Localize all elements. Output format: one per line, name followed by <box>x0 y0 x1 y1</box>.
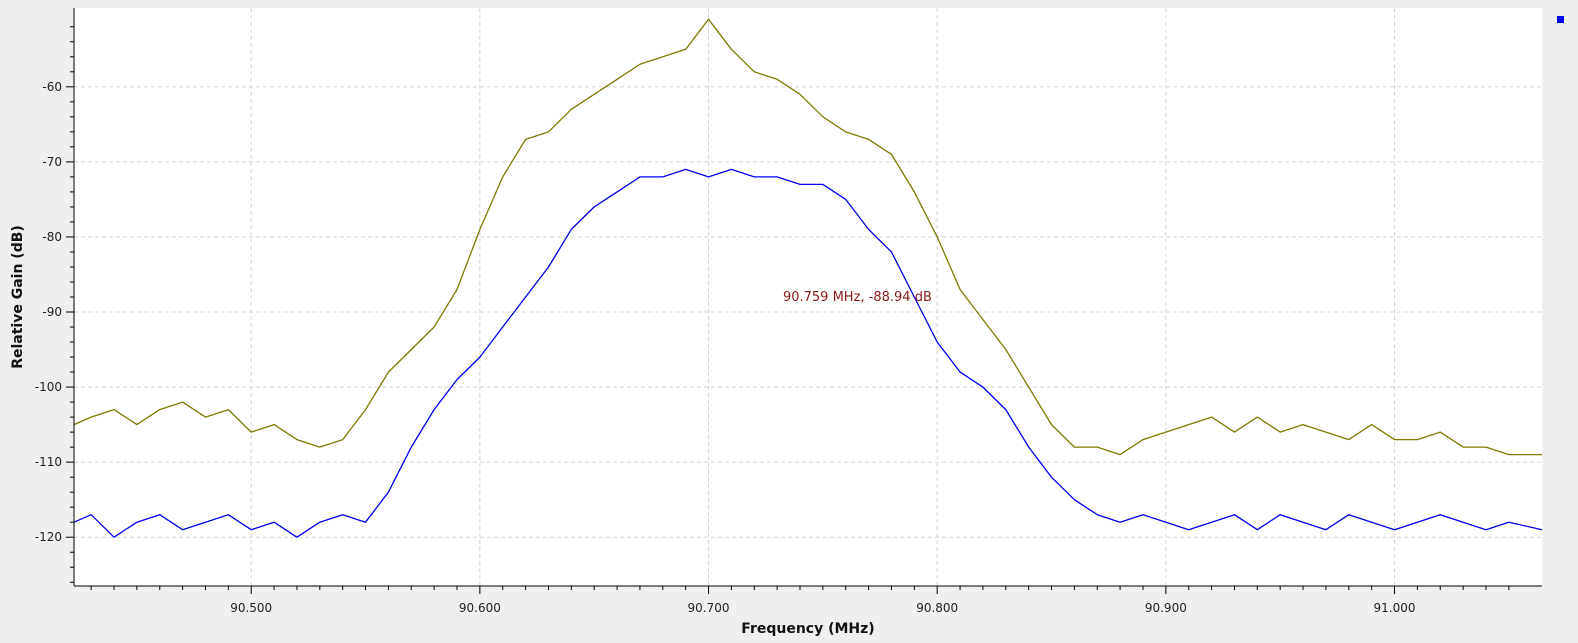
legend-marker <box>1557 16 1564 23</box>
x-tick-label: 90.700 <box>688 601 730 615</box>
grid-lines <box>74 8 1542 586</box>
x-axis-title: Frequency (MHz) <box>741 621 874 637</box>
y-tick-label: -120 <box>35 530 62 544</box>
x-tick-label: 90.800 <box>916 601 958 615</box>
marker-label: 90.759 MHz, -88.94 dB <box>783 290 932 305</box>
y-axis-title: Relative Gain (dB) <box>10 225 26 369</box>
x-tick-label: 90.600 <box>459 601 501 615</box>
y-tick-label: -70 <box>42 155 62 169</box>
y-tick-label: -80 <box>42 230 62 244</box>
y-tick-label: -110 <box>35 455 62 469</box>
series-1-line <box>73 18 1542 456</box>
plot-area-background <box>74 8 1542 586</box>
series-layer <box>73 18 1543 538</box>
x-tick-label: 90.500 <box>230 601 272 615</box>
series-2-line <box>73 168 1543 538</box>
y-tick-label: -90 <box>42 305 62 319</box>
ticks: -60 -70 -80 -90 -100 -110 -120 90.500 90.600 90.7… <box>35 26 1510 615</box>
y-tick-label: -100 <box>35 380 62 394</box>
y-tick-label: -60 <box>42 80 62 94</box>
x-tick-label: 90.900 <box>1145 601 1187 615</box>
x-tick-label: 91.000 <box>1374 601 1416 615</box>
